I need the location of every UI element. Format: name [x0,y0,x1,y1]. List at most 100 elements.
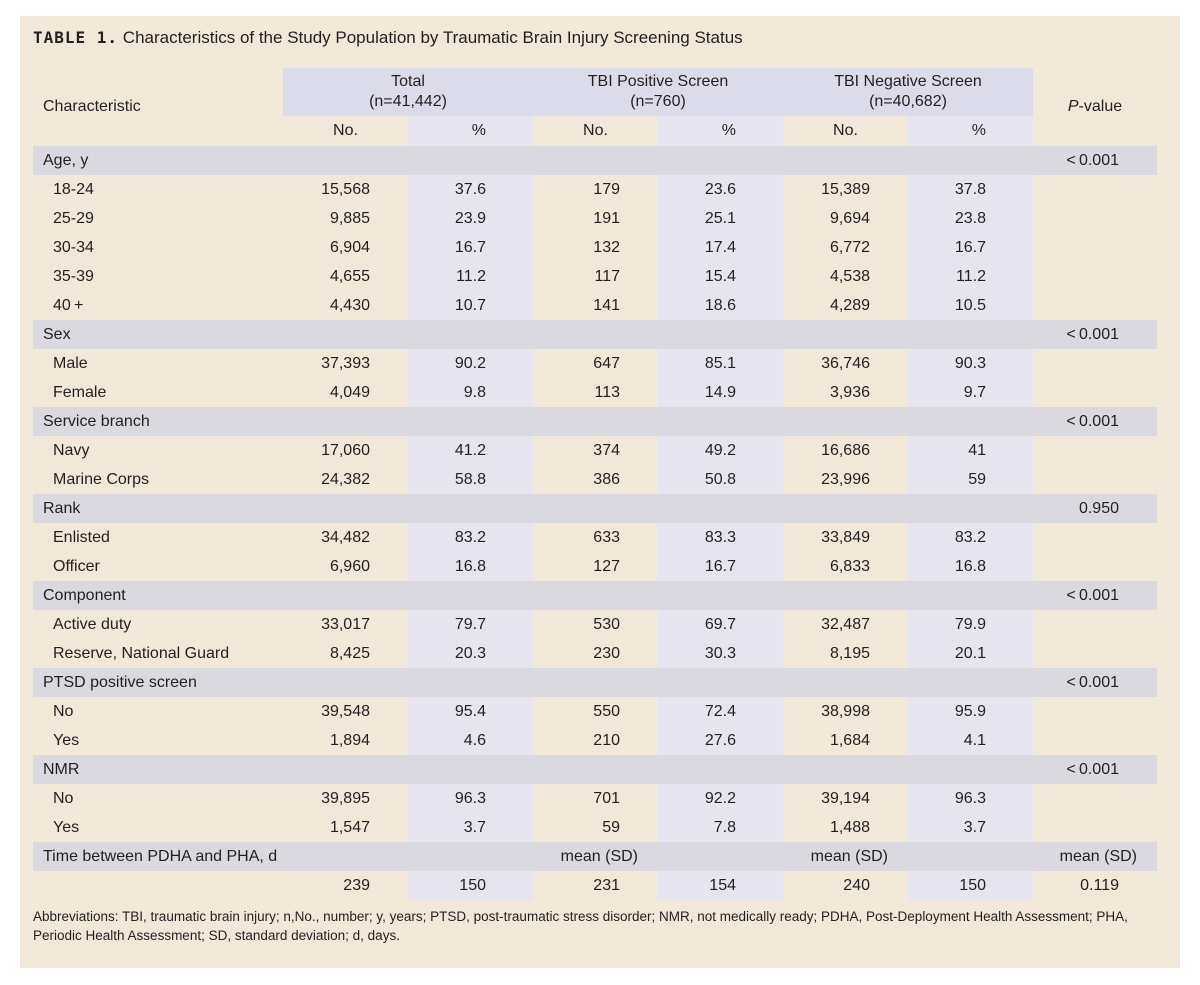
empty-pvalue-cell [1033,726,1157,755]
percent-cell: 37.8 [908,175,1033,204]
percent-cell: 20.3 [408,639,533,668]
p-value: < 0.001 [1033,146,1157,175]
mean-cell: 239 [343,876,370,894]
category-label: Sex [33,320,1033,349]
count-cell: 6,960 [329,557,370,575]
count-cell: 6,772 [829,238,870,256]
percent-cell: 23.9 [408,204,533,233]
category-row: Age, y < 0.001 [33,146,1157,175]
table-row: Marine Corps 24,382 58.8 386 50.8 23,996 59 [33,465,1157,494]
percent-cell: 85.1 [658,349,783,378]
category-label: NMR [33,755,1033,784]
count-cell: 374 [593,441,620,459]
row-label: 18-24 [53,180,94,198]
row-label: Officer [53,557,100,575]
percent-cell: 41.2 [408,436,533,465]
percent-cell: 15.4 [658,262,783,291]
category-row: PTSD positive screen < 0.001 [33,668,1157,697]
count-cell: 8,195 [829,644,870,662]
empty-pvalue-cell [1033,233,1157,262]
count-cell: 6,904 [329,238,370,256]
table-row: 30-34 6,904 16.7 132 17.4 6,772 16.7 [33,233,1157,262]
percent-cell: 16.7 [408,233,533,262]
table-row: Active duty 33,017 79.7 530 69.7 32,487 79.9 [33,610,1157,639]
category-row: Sex < 0.001 [33,320,1157,349]
row-label: 25-29 [53,209,94,227]
table-number: TABLE 1. [33,28,119,47]
header-no: No. [333,122,358,139]
pvalue-italic: P [1067,98,1079,115]
row-label: Female [53,383,107,401]
count-cell: 4,289 [829,296,870,314]
count-cell: 6,833 [829,557,870,575]
table-row: Yes 1,894 4.6 210 27.6 1,684 4.1 [33,726,1157,755]
percent-cell: 9.7 [908,378,1033,407]
group-name: TBI Negative Screen [834,73,982,90]
group-name: Total [391,73,425,90]
header-no: No. [583,122,608,139]
percent-cell: 96.3 [408,784,533,813]
row-label: Yes [53,731,80,749]
category-label: Service branch [33,407,1033,436]
category-label: Age, y [33,146,1033,175]
table-title-text: Characteristics of the Study Population … [122,28,743,47]
stat-label: mean (SD) [408,842,658,871]
count-cell: 37,393 [321,354,370,372]
table-footnote: Abbreviations: TBI, traumatic brain inju… [33,909,1128,943]
count-cell: 1,894 [329,731,370,749]
percent-cell: 9.8 [408,378,533,407]
count-cell: 24,382 [321,470,370,488]
row-label: 35-39 [53,267,94,285]
count-cell: 33,017 [321,615,370,633]
empty-pvalue-cell [1033,204,1157,233]
table-row: Enlisted 34,482 83.2 633 83.3 33,849 83.2 [33,523,1157,552]
table-panel: TABLE 1. Characteristics of the Study Po… [20,16,1180,968]
group-name: TBI Positive Screen [587,73,729,90]
count-cell: 530 [593,615,620,633]
percent-cell: 16.8 [408,552,533,581]
row-label: 40 + [53,296,84,314]
percent-cell: 96.3 [908,784,1033,813]
count-cell: 4,538 [829,267,870,285]
count-cell: 132 [593,238,620,256]
percent-cell: 72.4 [658,697,783,726]
count-cell: 32,487 [821,615,870,633]
sd-cell: 154 [658,871,783,900]
percent-cell: 79.9 [908,610,1033,639]
p-value: < 0.001 [1033,668,1157,697]
percent-cell: 23.6 [658,175,783,204]
percent-cell: 79.7 [408,610,533,639]
percent-cell: 16.7 [658,552,783,581]
percent-cell: 92.2 [658,784,783,813]
percent-cell: 7.8 [658,813,783,842]
empty-pvalue-cell [1033,552,1157,581]
category-label: Component [33,581,1033,610]
count-cell: 4,430 [329,296,370,314]
count-cell: 210 [593,731,620,749]
category-label: Rank [33,494,1033,523]
percent-cell: 4.6 [408,726,533,755]
empty-pvalue-cell [1033,697,1157,726]
table-row: No 39,548 95.4 550 72.4 38,998 95.9 [33,697,1157,726]
row-label: 30-34 [53,238,94,256]
empty-pvalue-cell [1033,784,1157,813]
mean-cell: 231 [593,876,620,894]
count-cell: 113 [594,383,620,401]
row-label: Enlisted [53,528,110,546]
p-value: < 0.001 [1033,407,1157,436]
header-group-tbi-negative: TBI Negative Screen (n=40,682) [783,68,1033,116]
row-label: Active duty [53,615,132,633]
percent-cell: 10.7 [408,291,533,320]
table-body: Age, y < 0.001 18-24 15,568 37.6 179 23.6 15,38… [33,146,1157,900]
count-cell: 17,060 [321,441,370,459]
percent-cell: 95.4 [408,697,533,726]
percent-cell: 4.1 [908,726,1033,755]
count-cell: 1,488 [829,818,870,836]
table-row: Female 4,049 9.8 113 14.9 3,936 9.7 [33,378,1157,407]
count-cell: 230 [593,644,620,662]
pvalue-rest: -value [1078,98,1123,115]
p-value: 0.119 [1080,876,1119,894]
percent-cell: 58.8 [408,465,533,494]
category-row: Service branch < 0.001 [33,407,1157,436]
p-value: < 0.001 [1033,320,1157,349]
